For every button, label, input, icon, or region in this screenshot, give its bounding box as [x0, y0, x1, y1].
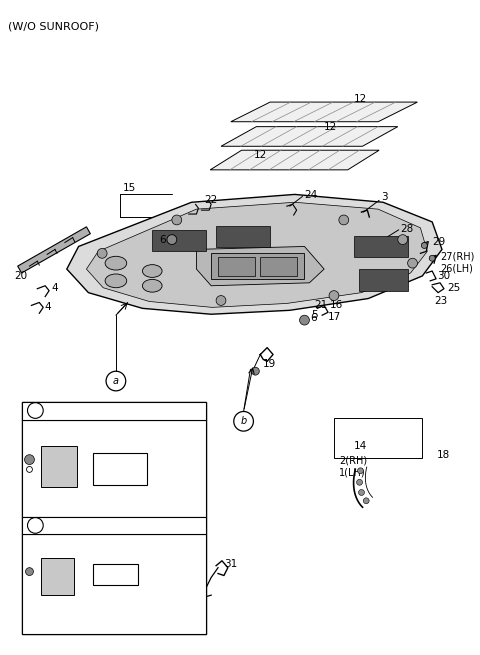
Circle shape [216, 295, 226, 305]
Text: 29: 29 [432, 236, 445, 247]
Text: 15: 15 [123, 183, 136, 193]
Bar [334, 419, 422, 458]
Text: 10: 10 [96, 455, 109, 464]
Text: 6: 6 [311, 313, 317, 323]
Ellipse shape [143, 265, 162, 278]
Bar [354, 236, 408, 257]
Bar [22, 534, 206, 635]
Polygon shape [41, 446, 77, 487]
Bar [22, 517, 206, 534]
Text: 21: 21 [314, 299, 327, 310]
Ellipse shape [105, 274, 127, 288]
Polygon shape [231, 102, 418, 122]
Bar [218, 257, 255, 276]
Circle shape [167, 234, 177, 244]
Bar [93, 453, 147, 485]
Text: 9: 9 [96, 567, 103, 576]
Bar [359, 269, 408, 291]
Ellipse shape [143, 280, 162, 292]
Text: 4: 4 [44, 303, 51, 312]
Bar [211, 253, 304, 279]
Text: 23: 23 [434, 295, 447, 306]
Text: 22: 22 [204, 195, 217, 206]
Text: 19: 19 [263, 360, 276, 369]
Circle shape [329, 291, 339, 301]
Circle shape [358, 468, 363, 474]
Text: 18: 18 [437, 450, 450, 460]
Circle shape [172, 215, 182, 225]
Bar [22, 402, 206, 421]
Text: b: b [240, 417, 247, 426]
Text: 3: 3 [381, 193, 388, 202]
Circle shape [300, 315, 310, 325]
Text: 16: 16 [330, 299, 343, 310]
Text: 4: 4 [51, 283, 58, 293]
Text: 8: 8 [155, 568, 162, 578]
Text: 31: 31 [224, 559, 237, 569]
Polygon shape [67, 195, 442, 314]
Circle shape [339, 215, 348, 225]
Text: 2(RH): 2(RH) [339, 456, 367, 466]
Polygon shape [196, 246, 324, 286]
Bar [152, 230, 206, 252]
Text: 1(LH): 1(LH) [339, 468, 365, 477]
Circle shape [24, 455, 35, 464]
Circle shape [363, 498, 369, 504]
Circle shape [408, 258, 418, 268]
Ellipse shape [105, 256, 127, 270]
Text: 5: 5 [312, 310, 318, 320]
Circle shape [357, 479, 362, 485]
Polygon shape [221, 126, 398, 146]
Text: 12: 12 [324, 122, 337, 132]
Circle shape [359, 489, 364, 495]
Text: a: a [32, 405, 38, 415]
Polygon shape [18, 227, 90, 273]
Text: 26(LH): 26(LH) [440, 263, 473, 273]
Text: 6: 6 [159, 234, 166, 244]
Circle shape [97, 248, 107, 258]
Text: 7: 7 [165, 462, 172, 472]
Text: (W/O SUNROOF): (W/O SUNROOF) [8, 22, 99, 31]
Bar [260, 257, 297, 276]
Bar [216, 226, 270, 248]
Polygon shape [41, 558, 73, 595]
Bar [22, 421, 206, 517]
Text: 14: 14 [354, 441, 367, 451]
Text: 27(RH): 27(RH) [440, 252, 474, 261]
Circle shape [25, 568, 34, 576]
Polygon shape [86, 202, 427, 307]
Text: 25: 25 [447, 283, 460, 293]
Text: 24: 24 [304, 191, 318, 200]
Polygon shape [210, 150, 379, 170]
Text: 11: 11 [96, 470, 109, 480]
Circle shape [252, 367, 259, 375]
Text: 30: 30 [437, 271, 450, 281]
Text: 28: 28 [401, 224, 414, 234]
Circle shape [421, 242, 427, 248]
Circle shape [429, 255, 435, 261]
Text: 12: 12 [354, 94, 367, 104]
Text: 12: 12 [253, 150, 267, 160]
Bar [22, 402, 206, 635]
Bar [93, 564, 137, 586]
Text: 17: 17 [328, 312, 341, 322]
Text: b: b [32, 521, 38, 531]
Text: 20: 20 [14, 271, 27, 281]
Text: a: a [113, 376, 119, 386]
Circle shape [398, 234, 408, 244]
